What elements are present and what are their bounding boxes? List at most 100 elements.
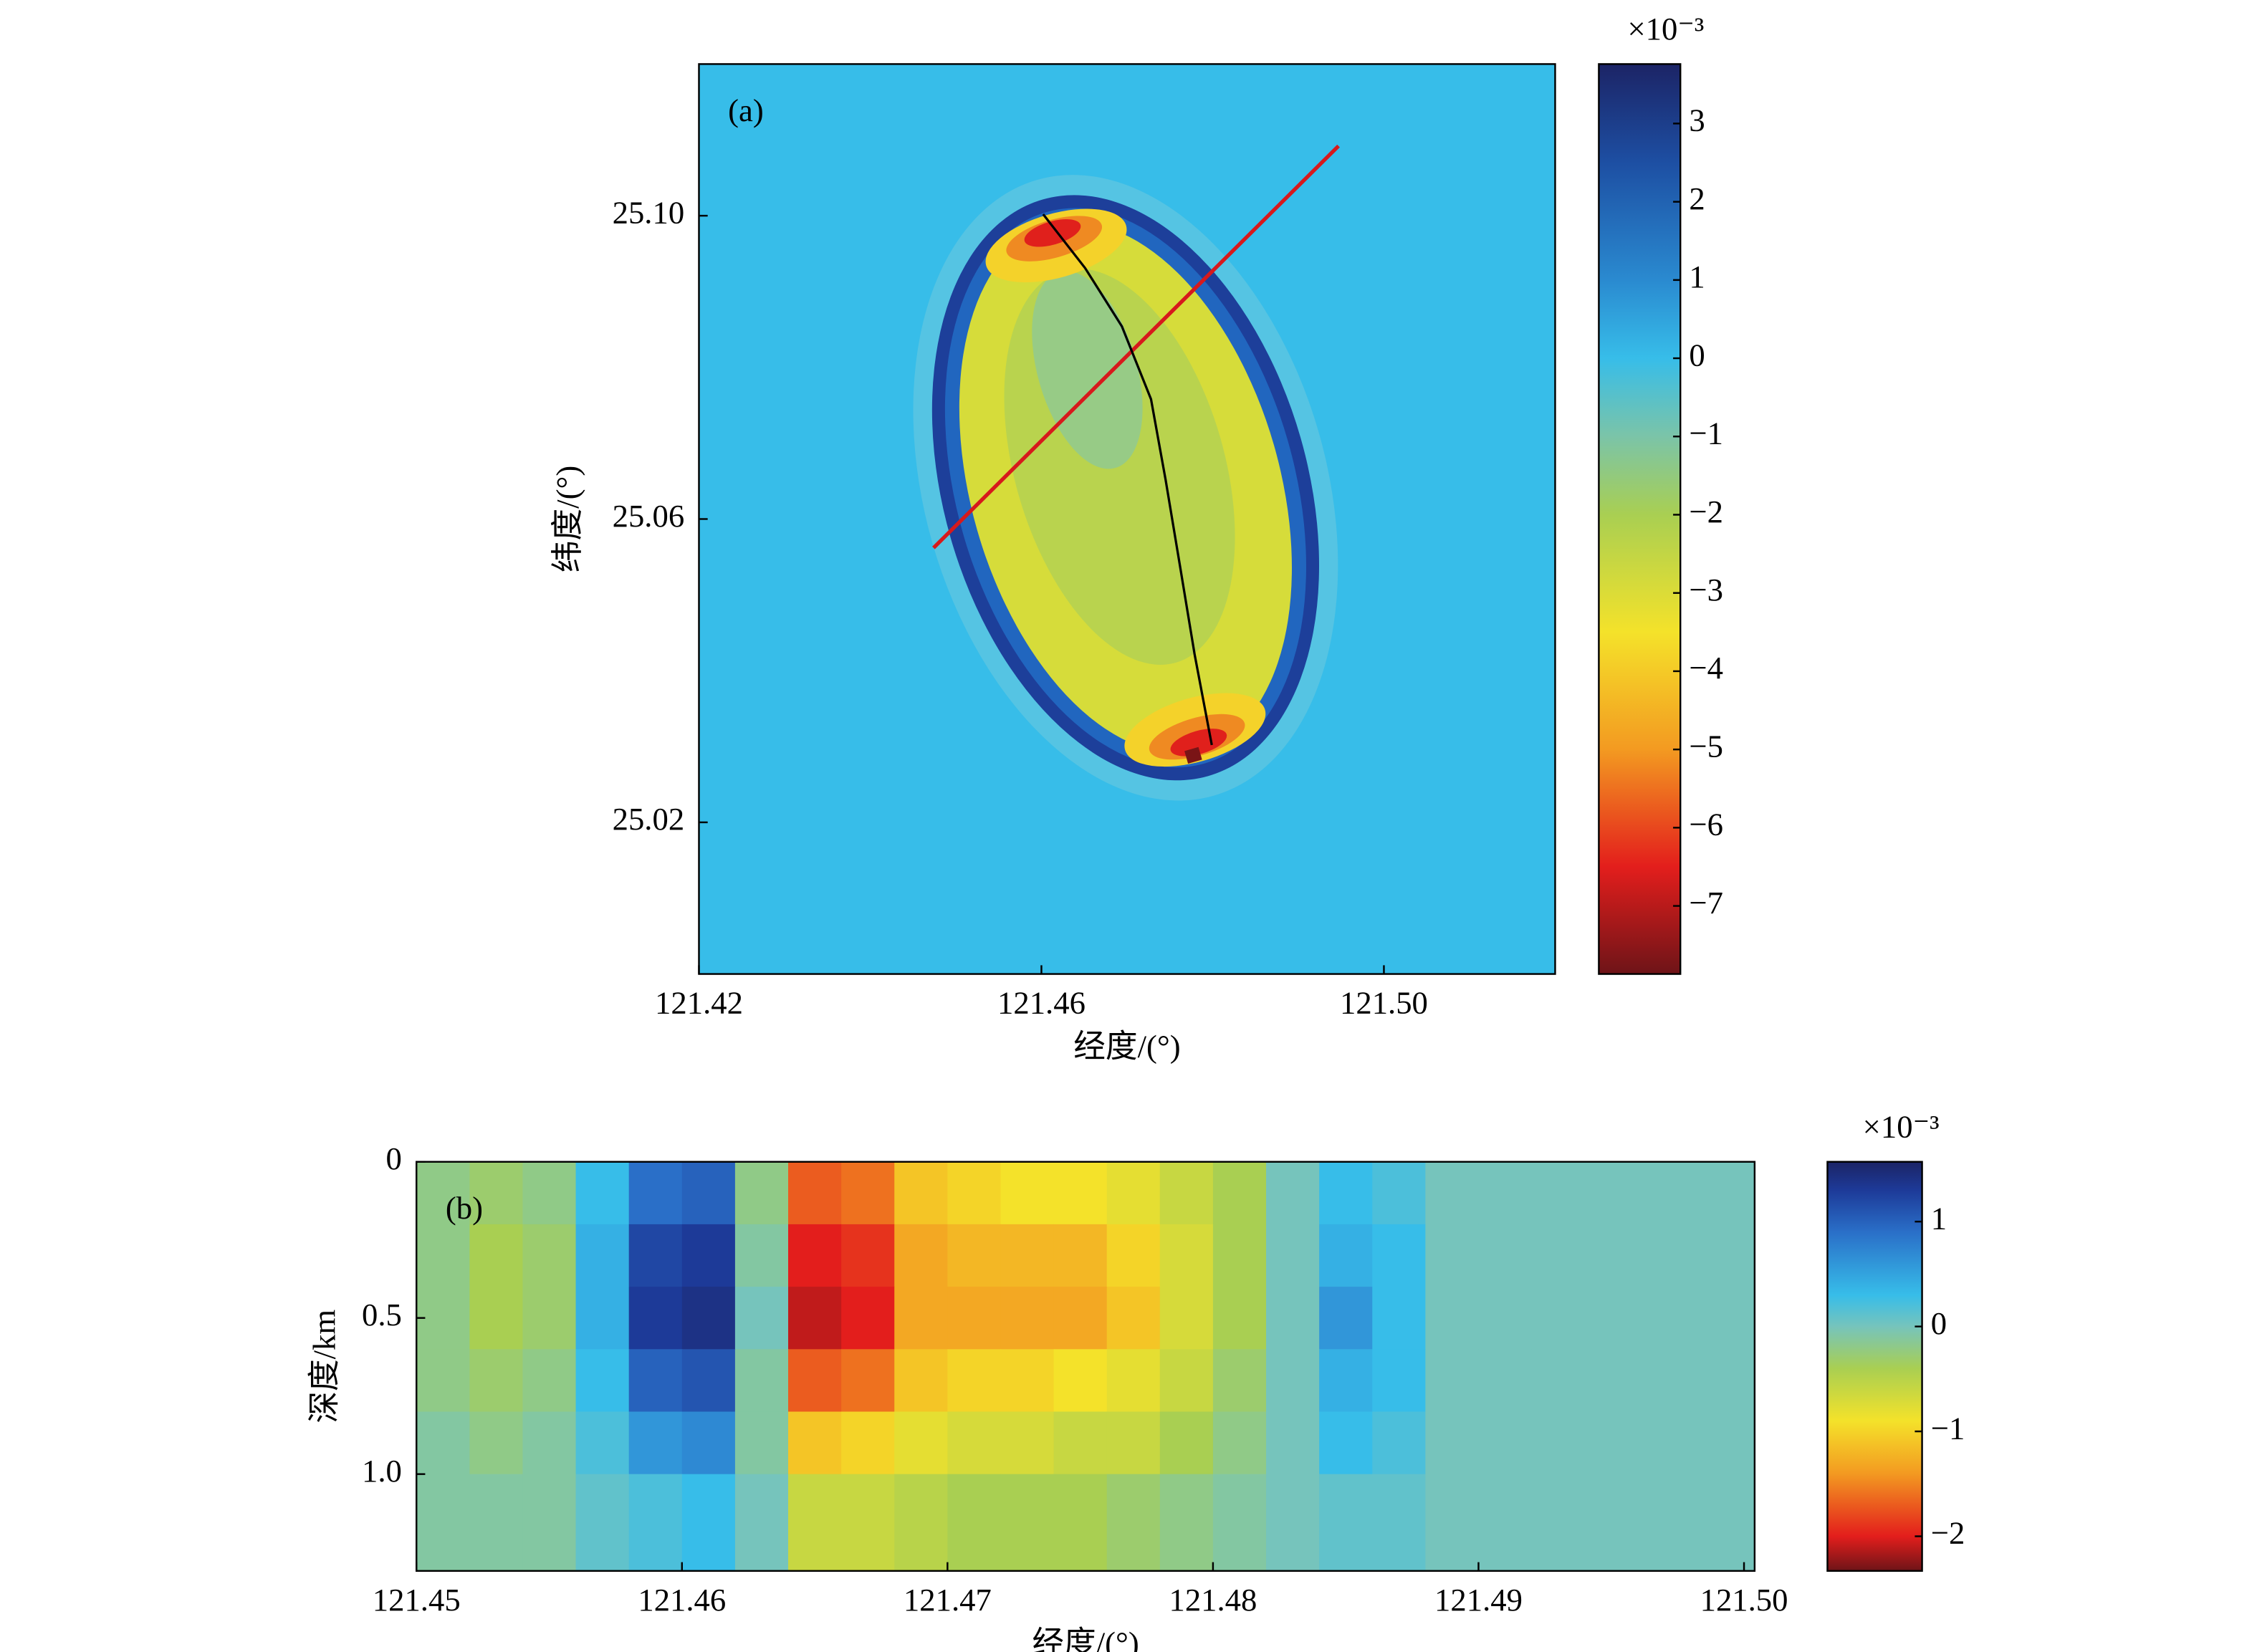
x-tick-label: 121.50 bbox=[1700, 1582, 1788, 1618]
heat-cell bbox=[788, 1224, 842, 1287]
heat-cell bbox=[1637, 1224, 1692, 1287]
colorbar-tick-label: 0 bbox=[1689, 337, 1705, 373]
x-tick-label: 121.46 bbox=[638, 1582, 726, 1618]
heat-cell bbox=[522, 1224, 577, 1287]
heat-cell bbox=[681, 1474, 736, 1571]
heat-cell bbox=[1053, 1224, 1108, 1287]
heat-cell bbox=[1106, 1349, 1161, 1413]
heat-cell bbox=[1584, 1224, 1639, 1287]
heat-cell bbox=[575, 1349, 630, 1413]
x-tick-label: 121.46 bbox=[997, 985, 1086, 1021]
colorbar-tick-label: −3 bbox=[1689, 572, 1723, 608]
heat-cell bbox=[1372, 1411, 1427, 1475]
heat-cell bbox=[469, 1474, 524, 1571]
field-end-top-red bbox=[1024, 219, 1081, 247]
y-tick-label: 0 bbox=[386, 1140, 402, 1176]
heat-cell bbox=[469, 1349, 524, 1413]
heat-cell bbox=[1478, 1349, 1533, 1413]
heat-cell bbox=[1159, 1224, 1214, 1287]
heat-cell bbox=[628, 1287, 683, 1350]
heat-cell bbox=[1212, 1411, 1267, 1475]
heat-cell bbox=[681, 1224, 736, 1287]
heat-cell bbox=[947, 1287, 1002, 1350]
heat-cell bbox=[1372, 1349, 1427, 1413]
plot-layer: 121.42 121.46 121.50 25.10 25.06 25.02 经度/(°) 纬… bbox=[307, 11, 1965, 1652]
heat-cell bbox=[575, 1287, 630, 1350]
heat-cell bbox=[1425, 1224, 1480, 1287]
colorbar-tick-label: 3 bbox=[1689, 102, 1705, 138]
heat-cell bbox=[1212, 1349, 1267, 1413]
heat-cell bbox=[469, 1224, 524, 1287]
heat-cell bbox=[1212, 1161, 1267, 1225]
field-end-bottom-dark bbox=[1184, 746, 1202, 764]
heat-cell bbox=[841, 1474, 896, 1571]
heat-cell bbox=[1425, 1161, 1480, 1225]
heat-cell bbox=[1584, 1411, 1639, 1475]
heat-cell bbox=[894, 1287, 949, 1350]
heat-cell bbox=[1053, 1411, 1108, 1475]
heat-cell bbox=[1266, 1161, 1320, 1225]
panel-label: (a) bbox=[728, 92, 764, 128]
heat-cell bbox=[1266, 1287, 1320, 1350]
colorbar-tick-label: −4 bbox=[1689, 650, 1723, 686]
heat-cell bbox=[1000, 1161, 1055, 1225]
heat-cell bbox=[1425, 1287, 1480, 1350]
y-axis-label: 纬度/(°) bbox=[550, 466, 585, 572]
heat-cell bbox=[947, 1224, 1002, 1287]
heat-cell bbox=[628, 1349, 683, 1413]
profile-line bbox=[1042, 213, 1213, 746]
heat-cell bbox=[1690, 1161, 1745, 1225]
heat-cell bbox=[1531, 1224, 1586, 1287]
heat-cell bbox=[1319, 1224, 1374, 1287]
y-tick-label: 25.10 bbox=[613, 194, 685, 230]
heat-cell bbox=[1106, 1411, 1161, 1475]
heat-cell bbox=[575, 1411, 630, 1475]
heat-cell bbox=[1319, 1349, 1374, 1413]
heat-cell bbox=[947, 1411, 1002, 1475]
heat-cell bbox=[522, 1161, 577, 1225]
heat-cell bbox=[628, 1474, 683, 1571]
heat-cell bbox=[1690, 1411, 1745, 1475]
heat-cell bbox=[1106, 1474, 1161, 1571]
heat-cell bbox=[575, 1224, 630, 1287]
heat-cell bbox=[894, 1411, 949, 1475]
heat-cell bbox=[1266, 1224, 1320, 1287]
y-tick-label: 25.02 bbox=[613, 801, 685, 837]
heat-cell bbox=[1319, 1474, 1374, 1571]
heat-cell bbox=[522, 1287, 577, 1350]
heat-cell bbox=[1425, 1349, 1480, 1413]
heat-cell bbox=[681, 1349, 736, 1413]
heat-cell bbox=[841, 1224, 896, 1287]
heat-cell bbox=[788, 1474, 842, 1571]
axes-frame bbox=[416, 1161, 1756, 1572]
heat-cell bbox=[894, 1349, 949, 1413]
heat-cell bbox=[522, 1411, 577, 1475]
colorbar-tick-label: −1 bbox=[1689, 416, 1723, 451]
heat-cell bbox=[734, 1474, 789, 1571]
colorbar-tick-label: −2 bbox=[1931, 1515, 1965, 1551]
heat-cell bbox=[1690, 1287, 1745, 1350]
colorbar-tick-label: 2 bbox=[1689, 181, 1705, 216]
heat-cell bbox=[1319, 1161, 1374, 1225]
x-tick-label: 121.49 bbox=[1434, 1582, 1523, 1618]
heat-cell bbox=[1690, 1224, 1745, 1287]
heat-cell bbox=[1266, 1411, 1320, 1475]
x-tick-label: 121.45 bbox=[373, 1582, 461, 1618]
heat-cell bbox=[1478, 1287, 1533, 1350]
heat-cell bbox=[1106, 1287, 1161, 1350]
heat-cell bbox=[1637, 1349, 1692, 1413]
heat-cell bbox=[1372, 1224, 1427, 1287]
heat-cell bbox=[1159, 1411, 1214, 1475]
heat-cell bbox=[1478, 1161, 1533, 1225]
heat-cell bbox=[1159, 1474, 1214, 1571]
colorbar bbox=[1598, 63, 1682, 975]
x-tick-label: 121.50 bbox=[1340, 985, 1428, 1021]
heat-cell bbox=[894, 1161, 949, 1225]
heat-cell bbox=[1159, 1161, 1214, 1225]
heat-cell bbox=[1531, 1161, 1586, 1225]
heat-cell bbox=[1425, 1474, 1480, 1571]
heat-cell bbox=[575, 1474, 630, 1571]
y-tick-label: 1.0 bbox=[362, 1453, 402, 1489]
heat-cell bbox=[1212, 1224, 1267, 1287]
heat-cell bbox=[1637, 1474, 1692, 1571]
